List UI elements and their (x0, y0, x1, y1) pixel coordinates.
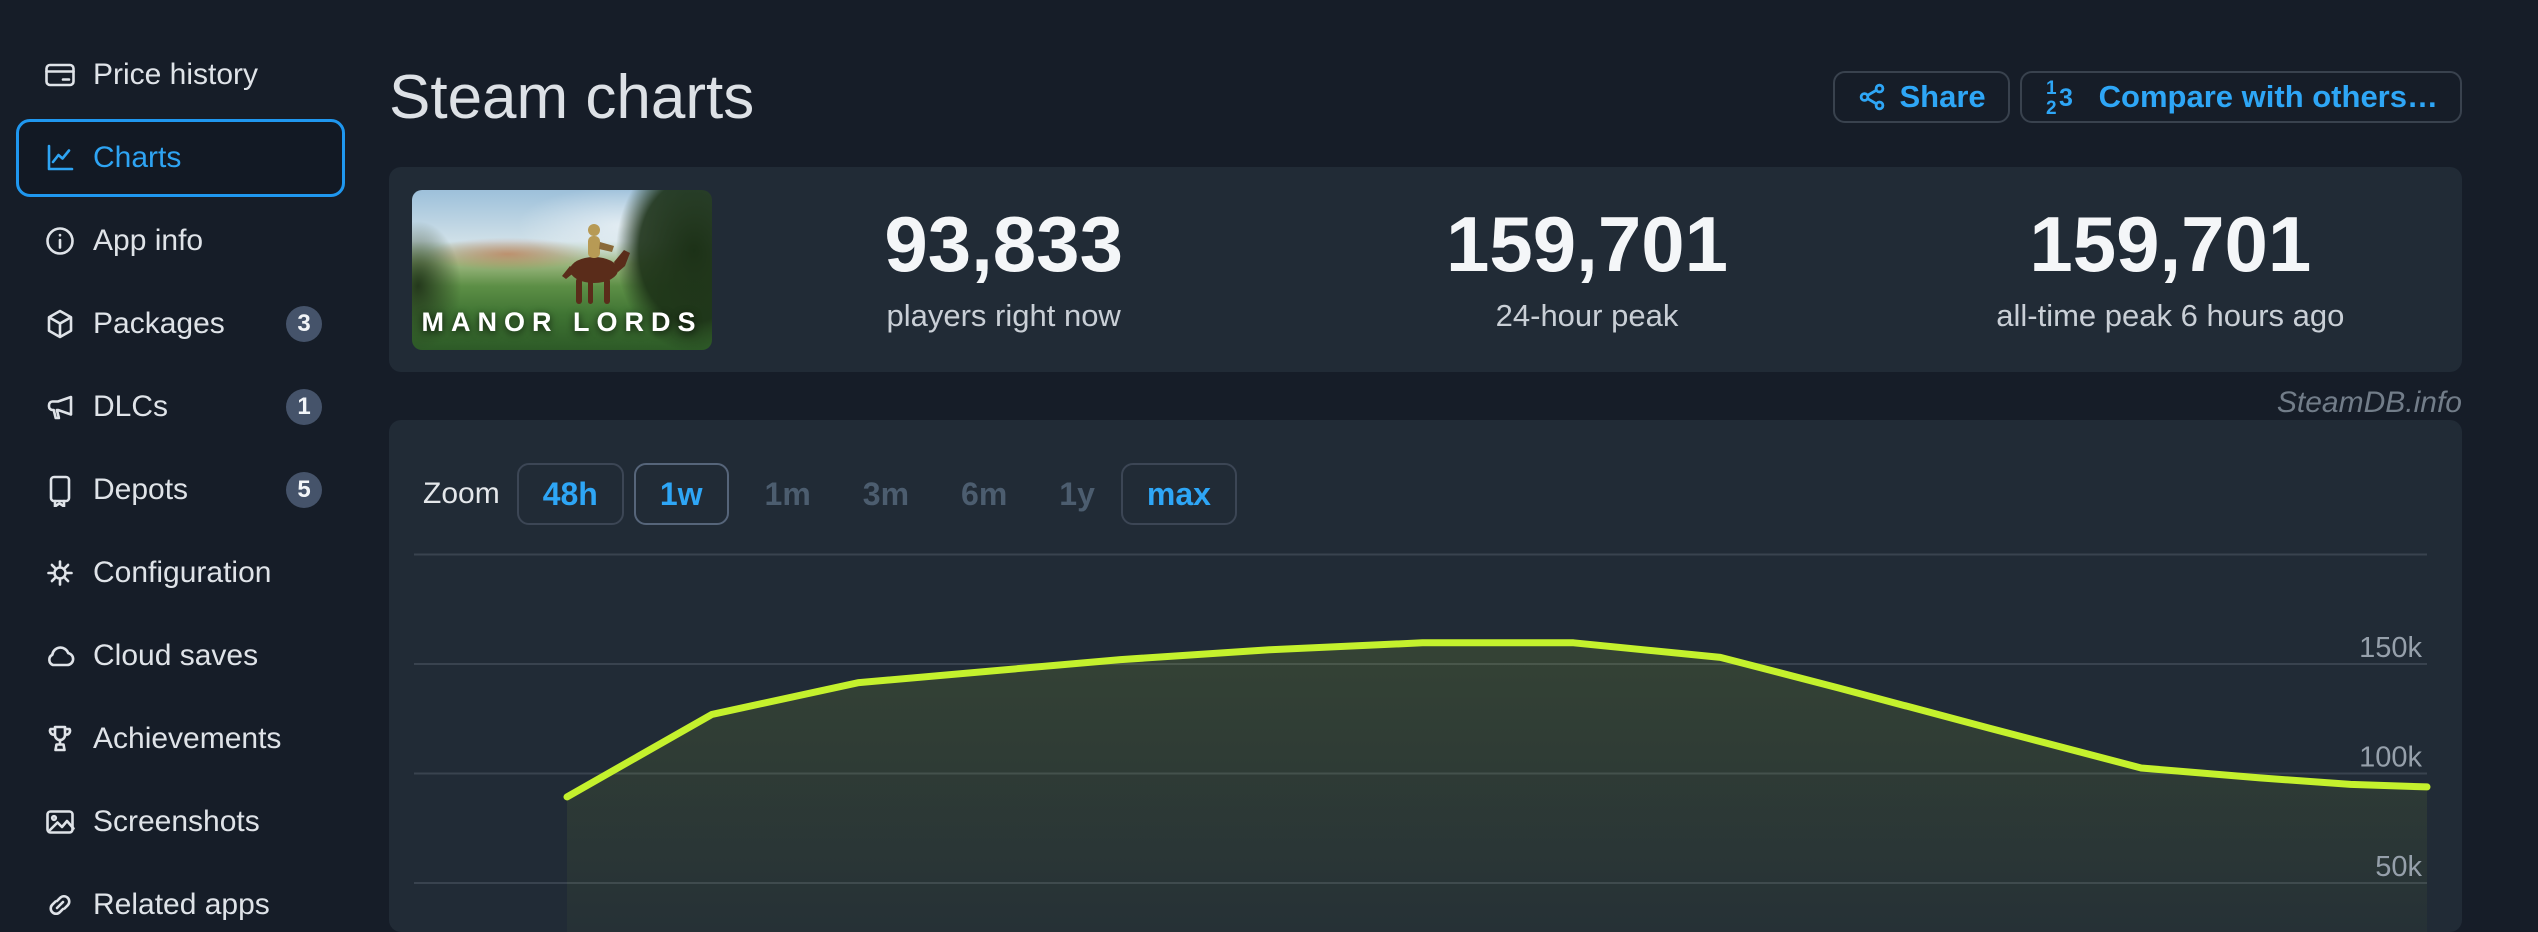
chart-zoom-controls: Zoom 48h 1w 1m 3m 6m 1y max (389, 420, 2462, 525)
y-axis-label: 150k (2359, 632, 2422, 664)
zoom-range-3m: 3m (862, 475, 910, 512)
sidebar-item-cloud-saves[interactable]: Cloud saves (16, 617, 345, 695)
sidebar-item-label: App info (93, 224, 204, 257)
sidebar: Price history Charts App info Packages 3… (0, 0, 345, 932)
sidebar-item-label: Depots (93, 473, 189, 506)
sidebar-item-label: Configuration (93, 556, 272, 589)
charts-icon (43, 141, 77, 175)
zoom-range-48h[interactable]: 48h (516, 463, 624, 525)
packages-icon (43, 307, 77, 341)
sidebar-item-label: Screenshots (93, 805, 260, 838)
sidebar-item-label: Achievements (93, 722, 282, 755)
header-actions: Share 1 2 3 Compare with others… (1832, 71, 2462, 123)
sidebar-item-label: Packages (93, 307, 225, 340)
price-history-icon (43, 58, 77, 92)
packages-count-badge: 3 (286, 306, 322, 342)
metric-value: 159,701 (1446, 200, 1728, 288)
achievements-icon (43, 722, 77, 756)
stats-panel: MANOR LORDS 93,833 players right now 159… (389, 167, 2462, 372)
zoom-range-6m: 6m (961, 475, 1008, 512)
metric-alltime-peak: 159,701 all-time peak 6 hours ago (1879, 205, 2462, 334)
chart-y-axis-labels: 50k 100k 150k (2359, 632, 2422, 883)
compare-123-icon: 1 2 3 (2044, 77, 2086, 117)
game-capsule-title: MANOR LORDS (421, 306, 703, 337)
metric-24h-peak: 159,701 24-hour peak (1295, 205, 1878, 334)
cloud-saves-icon (43, 639, 77, 673)
sidebar-item-charts[interactable]: Charts (16, 119, 345, 197)
sidebar-item-depots[interactable]: Depots 5 (16, 451, 345, 529)
sidebar-item-label: Cloud saves (93, 639, 259, 672)
page-header: Steam charts Share 1 2 3 (389, 62, 2462, 132)
metric-players-now: 93,833 players right now (712, 205, 1295, 334)
compare-button[interactable]: 1 2 3 Compare with others… (2019, 71, 2462, 123)
share-icon (1857, 82, 1887, 112)
metric-label: players right now (886, 298, 1121, 333)
sidebar-item-achievements[interactable]: Achievements (16, 700, 345, 778)
depots-icon (43, 473, 77, 507)
compare-button-label: Compare with others… (2098, 79, 2438, 114)
zoom-label: Zoom (423, 477, 500, 510)
related-apps-icon (43, 888, 77, 922)
y-axis-label: 100k (2359, 742, 2422, 774)
game-capsule: MANOR LORDS (412, 189, 712, 350)
sidebar-item-related-apps[interactable]: Related apps (16, 866, 345, 932)
metric-value: 93,833 (884, 200, 1123, 288)
chart-area-fill (567, 642, 2427, 932)
dlcs-icon (43, 390, 77, 424)
zoom-range-1m: 1m (764, 475, 811, 512)
depots-count-badge: 5 (286, 472, 322, 508)
page-title: Steam charts (389, 62, 755, 132)
metric-label: all-time peak 6 hours ago (1996, 298, 2345, 333)
sidebar-item-price-history[interactable]: Price history (16, 36, 345, 114)
svg-text:2: 2 (2046, 98, 2057, 117)
metric-label: 24-hour peak (1495, 298, 1679, 333)
app-info-icon (43, 224, 77, 258)
chart-line (563, 639, 2431, 801)
screenshots-icon (43, 805, 77, 839)
dlcs-count-badge: 1 (286, 389, 322, 425)
share-button-label: Share (1899, 79, 1986, 114)
sidebar-item-label: Charts (93, 141, 182, 174)
stats-metrics: 93,833 players right now 159,701 24-hour… (712, 205, 2462, 334)
sidebar-item-dlcs[interactable]: DLCs 1 (16, 368, 345, 446)
y-axis-label: 50k (2375, 851, 2422, 883)
sidebar-item-label: Price history (93, 58, 259, 91)
svg-text:1: 1 (2046, 78, 2057, 99)
svg-text:3: 3 (2059, 84, 2073, 112)
sidebar-item-label: Related apps (93, 888, 270, 921)
sidebar-item-configuration[interactable]: Configuration (16, 534, 345, 612)
sidebar-item-label: DLCs (93, 390, 169, 423)
player-count-chart[interactable]: 50k 100k 150k (389, 540, 2462, 932)
steamdb-watermark: SteamDB.info (2276, 386, 2462, 419)
zoom-range-max[interactable]: max (1120, 463, 1237, 525)
configuration-icon (43, 556, 77, 590)
share-button[interactable]: Share (1832, 71, 2010, 123)
sidebar-item-app-info[interactable]: App info (16, 202, 345, 280)
zoom-range-1y: 1y (1059, 475, 1095, 512)
knight-horse-silhouette (562, 223, 630, 304)
sidebar-item-screenshots[interactable]: Screenshots (16, 783, 345, 861)
sidebar-item-packages[interactable]: Packages 3 (16, 285, 345, 363)
main-content: Steam charts Share 1 2 3 (345, 0, 2538, 932)
chart-panel: Zoom 48h 1w 1m 3m 6m 1y max 50k 100k 150k (389, 420, 2462, 932)
metric-value: 159,701 (2029, 200, 2312, 288)
zoom-range-1w[interactable]: 1w (633, 463, 729, 525)
